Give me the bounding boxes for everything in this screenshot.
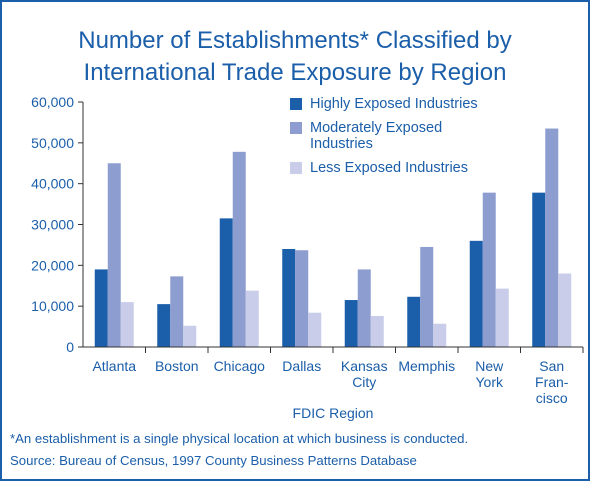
bar xyxy=(170,276,184,347)
chart-title: International Trade Exposure by Region xyxy=(84,59,507,86)
footnote: Source: Bureau of Census, 1997 County Bu… xyxy=(10,453,417,468)
x-tick-label: Boston xyxy=(155,358,199,374)
bar xyxy=(107,163,121,347)
x-axis-label: FDIC Region xyxy=(293,405,374,421)
bar xyxy=(245,290,259,347)
legend-label: Highly Exposed Industries xyxy=(310,96,478,112)
bar xyxy=(482,192,496,347)
legend-swatch xyxy=(290,162,302,174)
bar xyxy=(433,323,447,347)
bar xyxy=(232,151,246,347)
legend: Highly Exposed Industries Moderately Expo… xyxy=(290,96,505,184)
y-tick-label: 10,000 xyxy=(31,298,74,314)
bar xyxy=(308,312,322,347)
y-tick-label: 50,000 xyxy=(31,135,74,151)
bar xyxy=(370,315,384,347)
bar xyxy=(532,192,546,347)
x-tick-label: cisco xyxy=(536,390,568,406)
bar xyxy=(407,296,421,347)
footnote: *An establishment is a single physical l… xyxy=(10,431,468,446)
legend-item: Less Exposed Industries xyxy=(290,160,505,176)
chart-title: Number of Establishments* Classified by xyxy=(78,27,512,54)
legend-item: Highly Exposed Industries xyxy=(290,96,505,112)
x-tick-label: Memphis xyxy=(398,358,455,374)
bar xyxy=(469,240,483,347)
bar xyxy=(94,269,108,347)
bar xyxy=(357,269,371,347)
bar xyxy=(183,325,197,347)
legend-item: Moderately Exposed Industries xyxy=(290,120,505,152)
bar xyxy=(545,128,559,347)
x-tick-label: Atlanta xyxy=(92,358,136,374)
bar xyxy=(157,304,171,347)
x-tick-label: York xyxy=(475,374,504,390)
x-tick-label: San xyxy=(539,358,564,374)
bar xyxy=(120,302,134,347)
y-tick-label: 0 xyxy=(66,339,74,355)
x-tick-label: City xyxy=(352,374,376,390)
x-tick-label: New xyxy=(475,358,504,374)
bar xyxy=(420,246,434,347)
y-tick-label: 60,000 xyxy=(31,94,74,110)
legend-swatch xyxy=(290,122,302,134)
y-tick-label: 20,000 xyxy=(31,257,74,273)
x-tick-label: Fran- xyxy=(535,374,569,390)
bar xyxy=(219,218,233,347)
bar xyxy=(558,273,572,347)
x-tick-label: Chicago xyxy=(214,358,266,374)
x-tick-label: Dallas xyxy=(282,358,321,374)
bar xyxy=(295,250,309,347)
bar xyxy=(495,288,509,347)
x-tick-label: Kansas xyxy=(341,358,388,374)
legend-swatch xyxy=(290,98,302,110)
legend-label: Less Exposed Industries xyxy=(310,160,468,176)
y-tick-label: 30,000 xyxy=(31,217,74,233)
legend-label: Moderately Exposed Industries xyxy=(310,120,443,152)
bar xyxy=(344,300,358,347)
bar xyxy=(282,249,296,347)
y-tick-label: 40,000 xyxy=(31,176,74,192)
